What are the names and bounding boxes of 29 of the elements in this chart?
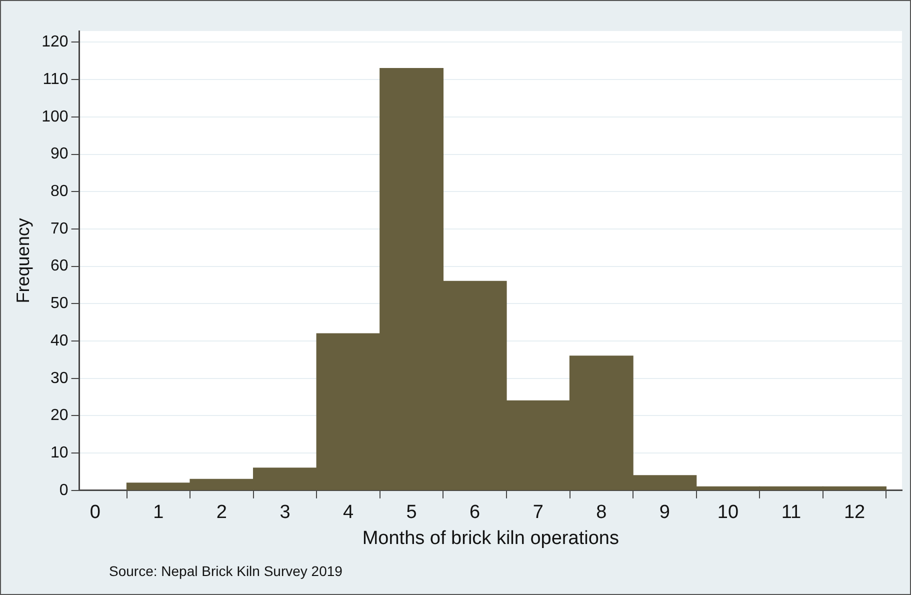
x-tick-label: 1 <box>153 502 164 524</box>
y-tick-label: 100 <box>42 108 68 126</box>
y-tick-label: 40 <box>50 332 68 350</box>
x-axis-title: Months of brick kiln operations <box>362 528 619 549</box>
x-tick-label: 6 <box>470 502 480 524</box>
y-tick-label: 120 <box>42 34 68 51</box>
y-tick-label: 90 <box>50 146 68 163</box>
x-tick-label: 0 <box>90 502 100 524</box>
x-tick-label: 10 <box>717 502 739 524</box>
y-tick-label: 80 <box>50 183 68 200</box>
x-tick-label: 2 <box>216 502 227 524</box>
y-tick-label: 10 <box>50 444 68 462</box>
x-tick-label: 11 <box>781 502 802 524</box>
y-tick-label: 50 <box>50 295 68 312</box>
y-tick-label: 30 <box>50 370 68 387</box>
x-tick-label: 7 <box>532 502 544 524</box>
y-tick-label: 110 <box>42 70 68 88</box>
x-tick-label: 5 <box>406 502 417 524</box>
x-tick-label: 3 <box>280 502 290 524</box>
x-tick-label: 4 <box>342 502 354 524</box>
y-tick-label: 70 <box>50 220 68 238</box>
x-tick-label: 9 <box>659 502 670 524</box>
y-axis-title: Frequency <box>12 218 33 304</box>
x-tick-label: 12 <box>844 502 866 524</box>
y-tick-label: 60 <box>50 258 68 275</box>
x-tick-label: 8 <box>596 502 607 524</box>
source-note: Source: Nepal Brick Kiln Survey 2019 <box>109 563 342 579</box>
y-tick-label: 0 <box>59 482 68 499</box>
y-tick-label: 20 <box>50 407 68 424</box>
